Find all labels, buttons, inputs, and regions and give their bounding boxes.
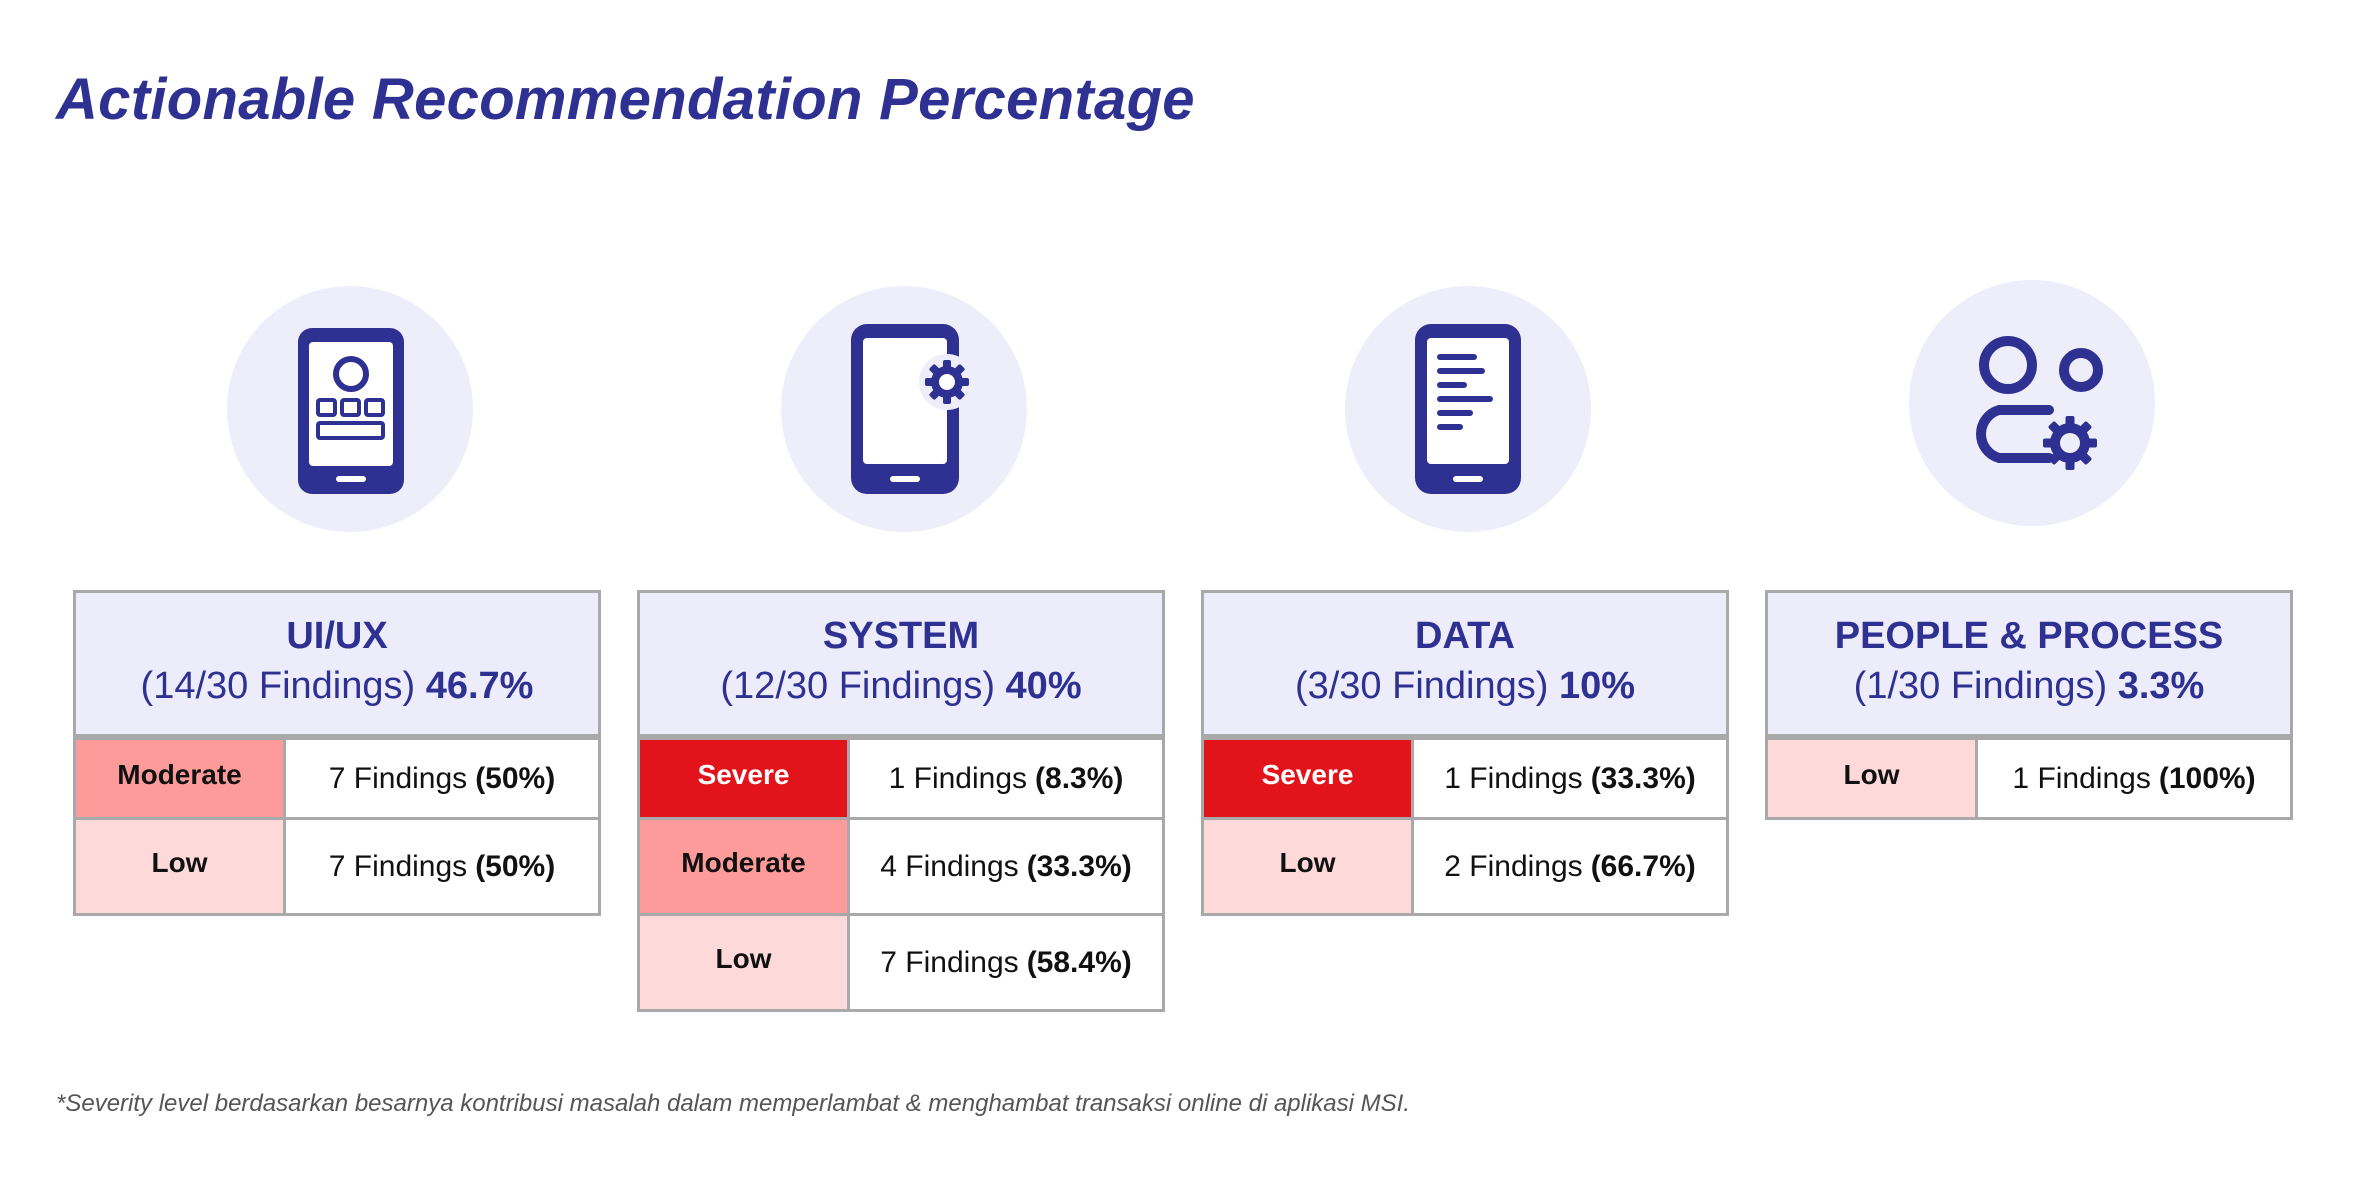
severity-value: 1 Findings (33.3%) <box>1414 740 1726 817</box>
card-header: SYSTEM (12/30 Findings) 40% <box>640 593 1162 737</box>
findings-share: (58.4%) <box>1026 945 1132 979</box>
percentage: 10% <box>1558 665 1636 707</box>
severity-value: 7 Findings (58.4%) <box>850 916 1162 1009</box>
severity-row: Low 1 Findings (100%) <box>1768 737 2290 817</box>
mobile-app-ui-icon <box>227 286 473 532</box>
severity-value: 1 Findings (100%) <box>1978 740 2290 817</box>
severity-row: Severe 1 Findings (8.3%) <box>640 737 1162 817</box>
findings-share: (33.3%) <box>1590 761 1696 795</box>
severity-label: Low <box>76 820 286 913</box>
percentage: 40% <box>1005 665 1082 707</box>
category-card-data: DATA (3/30 Findings) 10% Severe 1 Findin… <box>1201 590 1729 916</box>
page-title: Actionable Recommendation Percentage <box>56 67 1195 132</box>
severity-row: Low 2 Findings (66.7%) <box>1204 817 1726 913</box>
findings-ratio: (1/30 Findings) <box>1853 665 2108 707</box>
findings-count: 7 Findings <box>880 945 1019 979</box>
severity-value: 7 Findings (50%) <box>286 740 598 817</box>
severity-label: Moderate <box>640 820 850 913</box>
findings-share: (8.3%) <box>1035 761 1124 795</box>
findings-share: (50%) <box>475 849 556 883</box>
people-settings-icon <box>1909 280 2155 526</box>
card-subtitle: (12/30 Findings) 40% <box>640 659 1162 713</box>
mobile-settings-icon <box>781 286 1027 532</box>
severity-row: Moderate 7 Findings (50%) <box>76 737 598 817</box>
card-subtitle: (14/30 Findings) 46.7% <box>76 659 598 713</box>
findings-count: 4 Findings <box>880 849 1019 883</box>
card-title: UI/UX <box>286 615 388 657</box>
card-subtitle: (3/30 Findings) 10% <box>1204 659 1726 713</box>
severity-label: Low <box>640 916 850 1009</box>
category-card-uiux: UI/UX (14/30 Findings) 46.7% Moderate 7 … <box>73 590 601 916</box>
findings-count: 2 Findings <box>1444 849 1583 883</box>
findings-count: 7 Findings <box>328 849 468 883</box>
card-title: DATA <box>1415 615 1515 657</box>
card-header: DATA (3/30 Findings) 10% <box>1204 593 1726 737</box>
mobile-document-icon <box>1345 286 1591 532</box>
severity-value: 7 Findings (50%) <box>286 820 598 913</box>
severity-value: 1 Findings (8.3%) <box>850 740 1162 817</box>
severity-label: Severe <box>640 740 850 817</box>
footnote: *Severity level berdasarkan besarnya kon… <box>56 1090 1410 1117</box>
findings-share: (100%) <box>2158 761 2256 795</box>
findings-count: 1 Findings <box>1444 761 1583 795</box>
findings-count: 1 Findings <box>2012 761 2151 795</box>
severity-label: Severe <box>1204 740 1414 817</box>
severity-row: Severe 1 Findings (33.3%) <box>1204 737 1726 817</box>
card-title: SYSTEM <box>822 615 980 657</box>
severity-value: 4 Findings (33.3%) <box>850 820 1162 913</box>
findings-count: 1 Findings <box>888 761 1028 795</box>
severity-label: Low <box>1204 820 1414 913</box>
findings-share: (50%) <box>475 761 556 795</box>
percentage: 3.3% <box>2117 665 2205 707</box>
severity-row: Low 7 Findings (58.4%) <box>640 913 1162 1009</box>
findings-ratio: (3/30 Findings) <box>1294 665 1549 707</box>
category-card-system: SYSTEM (12/30 Findings) 40% Severe 1 Fin… <box>637 590 1165 1012</box>
severity-label: Moderate <box>76 740 286 817</box>
findings-ratio: (14/30 Findings) <box>140 665 416 707</box>
category-card-people-process: PEOPLE & PROCESS (1/30 Findings) 3.3% Lo… <box>1765 590 2293 820</box>
card-header: PEOPLE & PROCESS (1/30 Findings) 3.3% <box>1768 593 2290 737</box>
card-header: UI/UX (14/30 Findings) 46.7% <box>76 593 598 737</box>
findings-count: 7 Findings <box>328 761 468 795</box>
severity-row: Low 7 Findings (50%) <box>76 817 598 913</box>
severity-label: Low <box>1768 740 1978 817</box>
severity-value: 2 Findings (66.7%) <box>1414 820 1726 913</box>
findings-ratio: (12/30 Findings) <box>720 665 995 707</box>
card-subtitle: (1/30 Findings) 3.3% <box>1768 659 2290 713</box>
findings-share: (66.7%) <box>1590 849 1696 883</box>
card-title: PEOPLE & PROCESS <box>1834 615 2224 657</box>
percentage: 46.7% <box>425 665 534 707</box>
severity-row: Moderate 4 Findings (33.3%) <box>640 817 1162 913</box>
findings-share: (33.3%) <box>1026 849 1132 883</box>
